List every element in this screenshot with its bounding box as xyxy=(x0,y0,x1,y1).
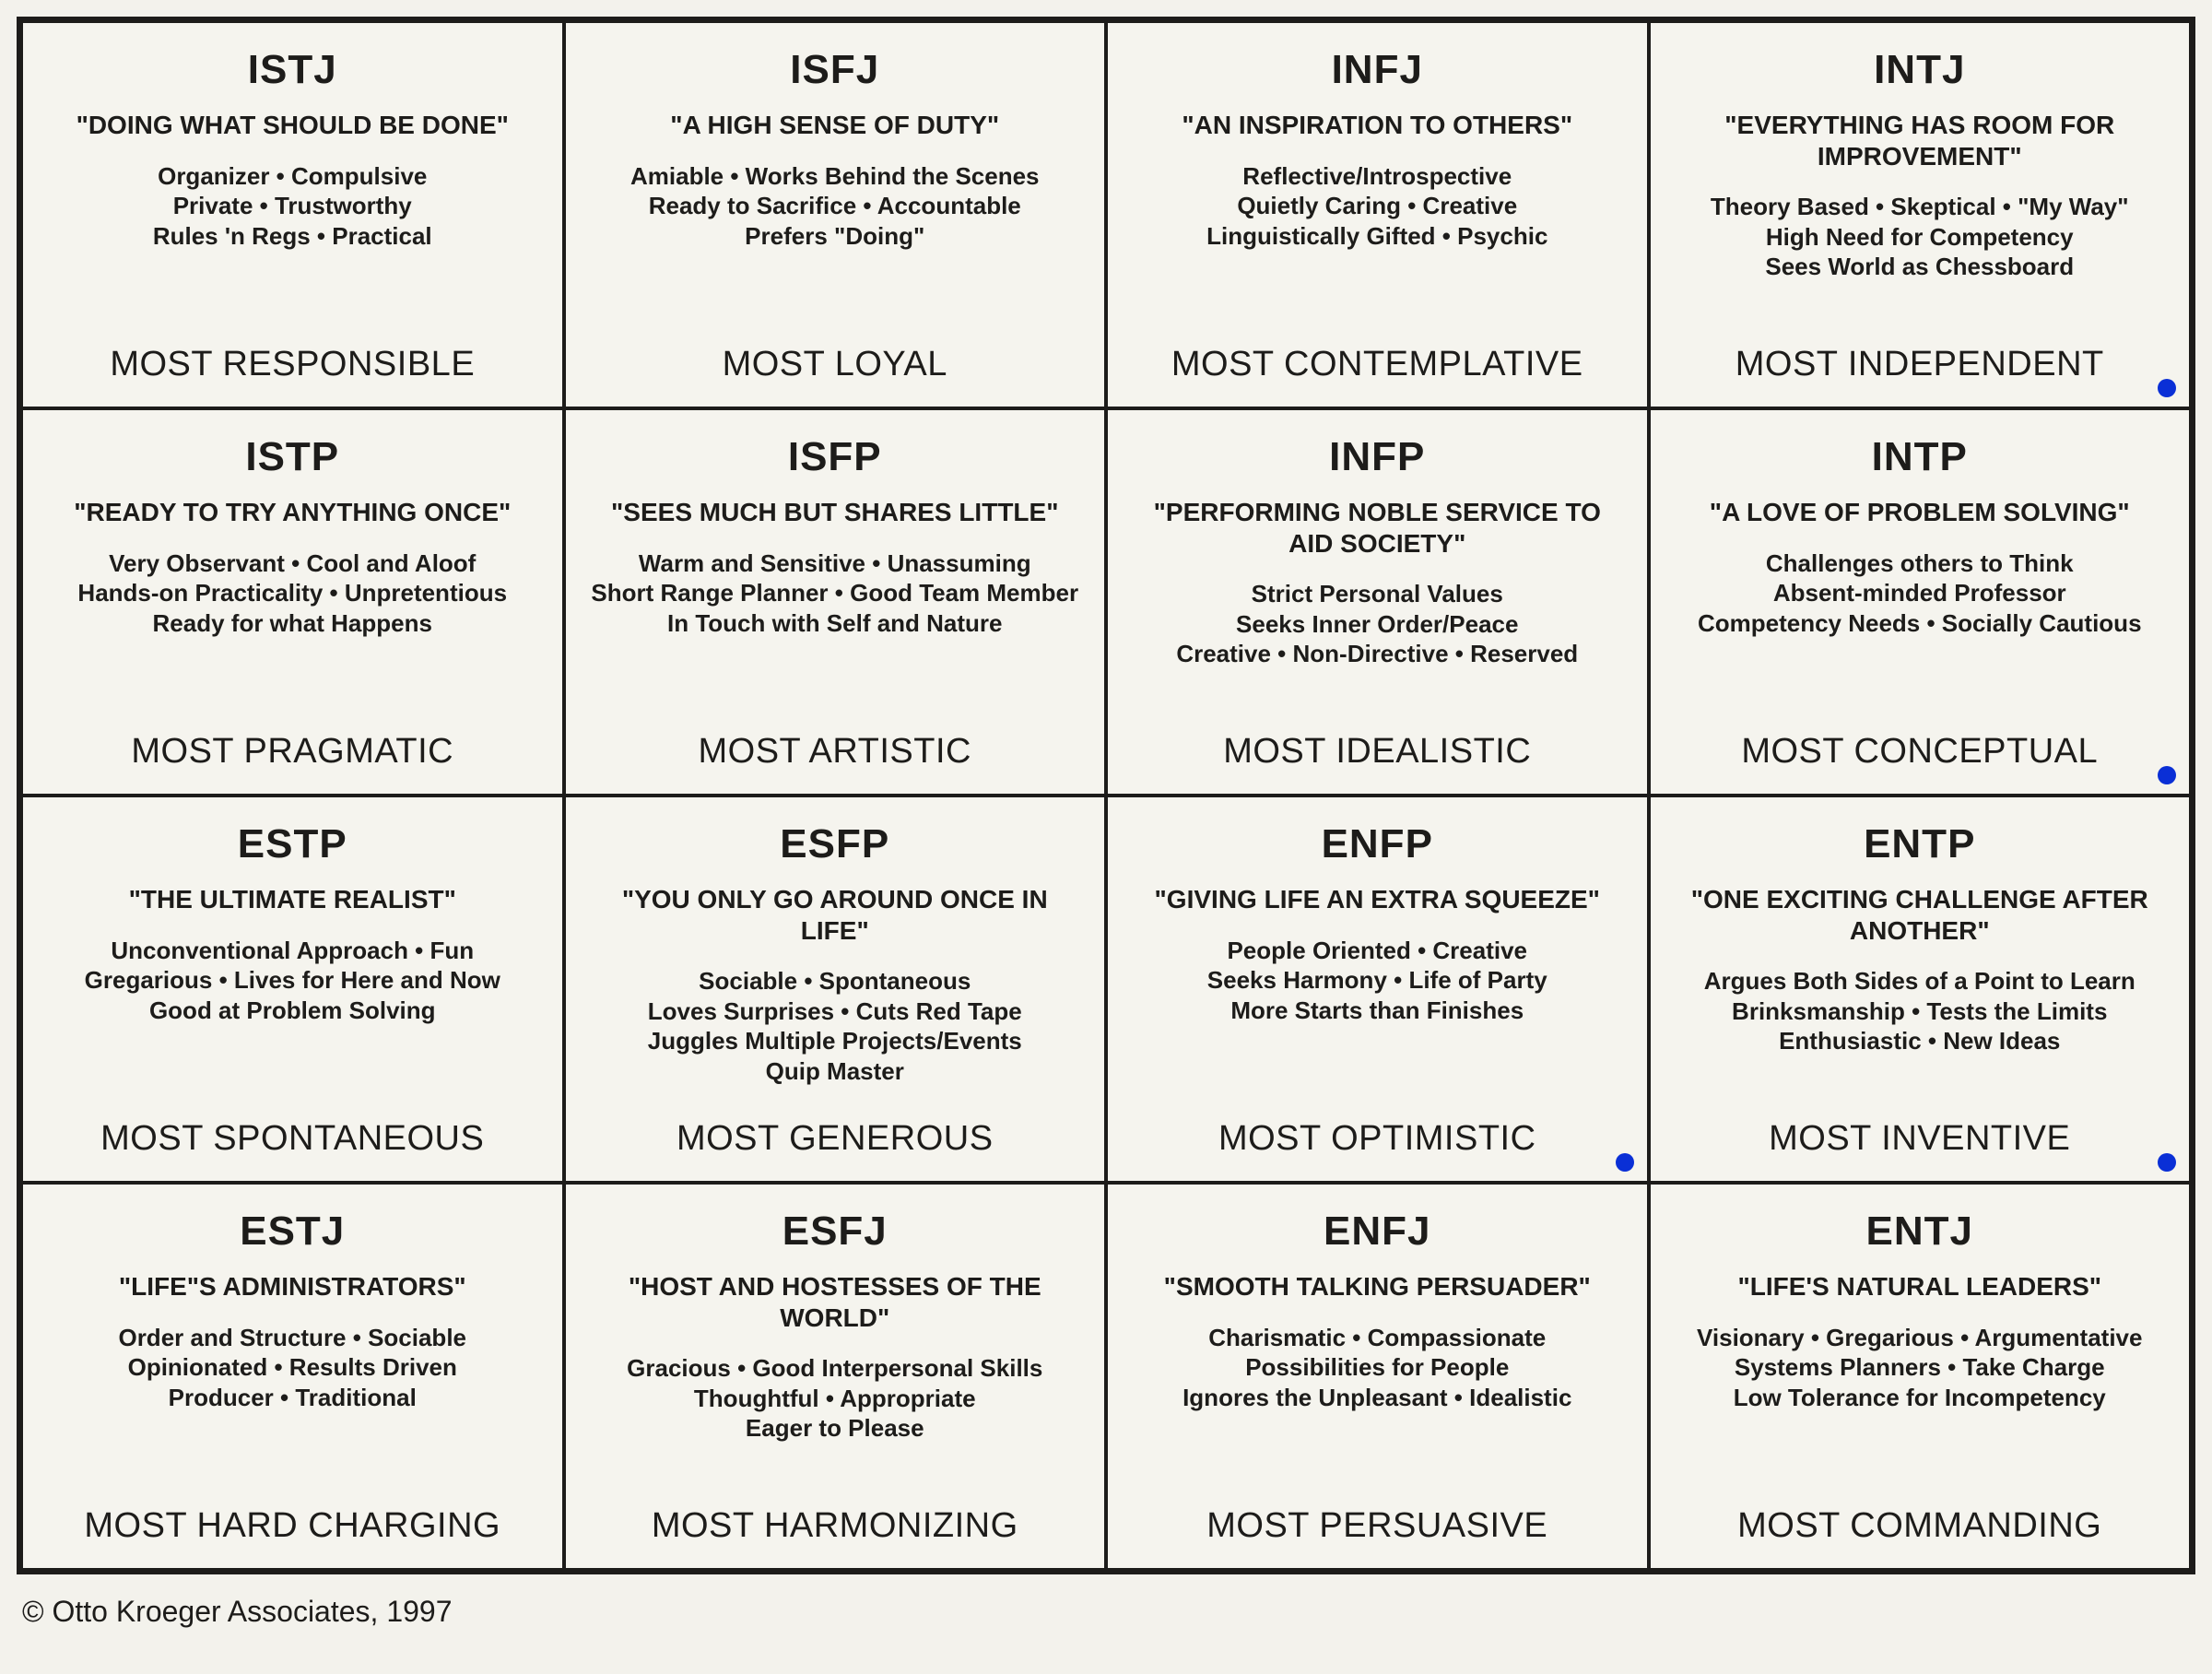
type-traits: Challenges others to Think Absent-minded… xyxy=(1698,548,2142,639)
type-superlative: MOST GENEROUS xyxy=(677,1119,994,1159)
type-traits: Reflective/Introspective Quietly Caring … xyxy=(1206,161,1547,252)
type-cell-isfp: ISFP "SEES MUCH BUT SHARES LITTLE" Warm an… xyxy=(564,408,1107,796)
type-tagline: "PERFORMING NOBLE SERVICE TO AID SOCIETY… xyxy=(1137,497,1618,559)
type-grid: ISTJ "DOING WHAT SHOULD BE DONE" Organizer… xyxy=(17,17,2195,1574)
type-cell-infj: INFJ "AN INSPIRATION TO OTHERS" Reflective… xyxy=(1106,21,1649,408)
marker-dot xyxy=(2158,379,2176,397)
type-traits: Order and Structure • Sociable Opinionat… xyxy=(118,1323,466,1413)
type-tagline: "A LOVE OF PROBLEM SOLVING" xyxy=(1710,497,2130,528)
type-traits: Sociable • Spontaneous Loves Surprises •… xyxy=(648,966,1022,1086)
type-cell-intj: INTJ "EVERYTHING HAS ROOM FOR IMPROVEMENT… xyxy=(1649,21,2192,408)
type-code: ESTJ xyxy=(240,1208,345,1255)
type-traits: Theory Based • Skeptical • "My Way" High… xyxy=(1711,192,2129,282)
type-traits: Warm and Sensitive • Unassuming Short Ra… xyxy=(591,548,1078,639)
type-cell-intp: INTP "A LOVE OF PROBLEM SOLVING" Challenge… xyxy=(1649,408,2192,796)
credit-line: © Otto Kroeger Associates, 1997 xyxy=(17,1574,2195,1634)
marker-dot xyxy=(2158,1153,2176,1172)
type-traits: People Oriented • Creative Seeks Harmony… xyxy=(1207,936,1547,1026)
type-tagline: "READY TO TRY ANYTHING ONCE" xyxy=(74,497,511,528)
type-superlative: MOST LOYAL xyxy=(723,345,947,384)
type-tagline: "THE ULTIMATE REALIST" xyxy=(129,884,456,915)
type-cell-enfp: ENFP "GIVING LIFE AN EXTRA SQUEEZE" People… xyxy=(1106,796,1649,1183)
type-code: ENTP xyxy=(1864,821,1975,867)
type-cell-estp: ESTP "THE ULTIMATE REALIST" Unconventional… xyxy=(21,796,564,1183)
type-code: INFP xyxy=(1329,434,1425,480)
type-superlative: MOST HARD CHARGING xyxy=(84,1506,500,1546)
type-cell-istj: ISTJ "DOING WHAT SHOULD BE DONE" Organizer… xyxy=(21,21,564,408)
type-code: ENTJ xyxy=(1866,1208,1973,1255)
type-superlative: MOST INVENTIVE xyxy=(1769,1119,2070,1159)
type-cell-esfj: ESFJ "HOST AND HOSTESSES OF THE WORLD" Gra… xyxy=(564,1183,1107,1570)
type-cell-entp: ENTP "ONE EXCITING CHALLENGE AFTER ANOTHE… xyxy=(1649,796,2192,1183)
type-traits: Organizer • Compulsive Private • Trustwo… xyxy=(153,161,432,252)
type-tagline: "DOING WHAT SHOULD BE DONE" xyxy=(76,110,509,141)
type-code: ESFJ xyxy=(782,1208,888,1255)
type-traits: Unconventional Approach • Fun Gregarious… xyxy=(85,936,500,1026)
type-traits: Strict Personal Values Seeks Inner Order… xyxy=(1176,579,1578,669)
type-superlative: MOST HARMONIZING xyxy=(652,1506,1018,1546)
type-code: INTP xyxy=(1872,434,1968,480)
type-code: ENFJ xyxy=(1324,1208,1430,1255)
type-tagline: "GIVING LIFE AN EXTRA SQUEEZE" xyxy=(1155,884,1600,915)
type-superlative: MOST CONCEPTUAL xyxy=(1741,732,2098,772)
type-traits: Argues Both Sides of a Point to Learn Br… xyxy=(1704,966,2136,1056)
type-tagline: "LIFE"S ADMINISTRATORS" xyxy=(119,1271,466,1303)
type-cell-entj: ENTJ "LIFE'S NATURAL LEADERS" Visionary • … xyxy=(1649,1183,2192,1570)
type-code: ESFP xyxy=(780,821,889,867)
type-code: ESTP xyxy=(238,821,347,867)
type-code: INFJ xyxy=(1332,47,1423,93)
type-tagline: "A HIGH SENSE OF DUTY" xyxy=(670,110,999,141)
type-tagline: "YOU ONLY GO AROUND ONCE IN LIFE" xyxy=(594,884,1075,946)
marker-dot xyxy=(1616,1153,1634,1172)
type-traits: Amiable • Works Behind the Scenes Ready … xyxy=(630,161,1040,252)
type-superlative: MOST PERSUASIVE xyxy=(1206,1506,1547,1546)
type-superlative: MOST IDEALISTIC xyxy=(1223,732,1531,772)
type-code: INTJ xyxy=(1874,47,1965,93)
type-traits: Very Observant • Cool and Aloof Hands-on… xyxy=(77,548,507,639)
type-tagline: "SEES MUCH BUT SHARES LITTLE" xyxy=(611,497,1058,528)
type-superlative: MOST OPTIMISTIC xyxy=(1218,1119,1536,1159)
type-tagline: "HOST AND HOSTESSES OF THE WORLD" xyxy=(594,1271,1075,1333)
type-tagline: "ONE EXCITING CHALLENGE AFTER ANOTHER" xyxy=(1679,884,2159,946)
type-superlative: MOST RESPONSIBLE xyxy=(110,345,475,384)
type-cell-enfj: ENFJ "SMOOTH TALKING PERSUADER" Charismati… xyxy=(1106,1183,1649,1570)
type-cell-isfj: ISFJ "A HIGH SENSE OF DUTY" Amiable • Work… xyxy=(564,21,1107,408)
type-code: ENFP xyxy=(1322,821,1433,867)
type-superlative: MOST COMMANDING xyxy=(1737,1506,2101,1546)
type-cell-estj: ESTJ "LIFE"S ADMINISTRATORS" Order and Str… xyxy=(21,1183,564,1570)
type-tagline: "LIFE'S NATURAL LEADERS" xyxy=(1737,1271,2101,1303)
type-traits: Charismatic • Compassionate Possibilitie… xyxy=(1182,1323,1571,1413)
type-superlative: MOST INDEPENDENT xyxy=(1735,345,2104,384)
type-traits: Gracious • Good Interpersonal Skills Tho… xyxy=(627,1353,1042,1444)
type-superlative: MOST CONTEMPLATIVE xyxy=(1171,345,1583,384)
type-superlative: MOST PRAGMATIC xyxy=(131,732,453,772)
type-superlative: MOST ARTISTIC xyxy=(699,732,971,772)
type-superlative: MOST SPONTANEOUS xyxy=(100,1119,484,1159)
type-code: ISFJ xyxy=(790,47,879,93)
type-code: ISTJ xyxy=(248,47,337,93)
marker-dot xyxy=(2158,766,2176,784)
type-cell-istp: ISTP "READY TO TRY ANYTHING ONCE" Very Obs… xyxy=(21,408,564,796)
type-code: ISFP xyxy=(788,434,882,480)
type-tagline: "AN INSPIRATION TO OTHERS" xyxy=(1182,110,1572,141)
type-cell-esfp: ESFP "YOU ONLY GO AROUND ONCE IN LIFE" Soc… xyxy=(564,796,1107,1183)
type-traits: Visionary • Gregarious • Argumentative S… xyxy=(1697,1323,2142,1413)
type-code: ISTP xyxy=(245,434,339,480)
type-tagline: "SMOOTH TALKING PERSUADER" xyxy=(1164,1271,1591,1303)
type-tagline: "EVERYTHING HAS ROOM FOR IMPROVEMENT" xyxy=(1679,110,2159,171)
type-cell-infp: INFP "PERFORMING NOBLE SERVICE TO AID SOC… xyxy=(1106,408,1649,796)
